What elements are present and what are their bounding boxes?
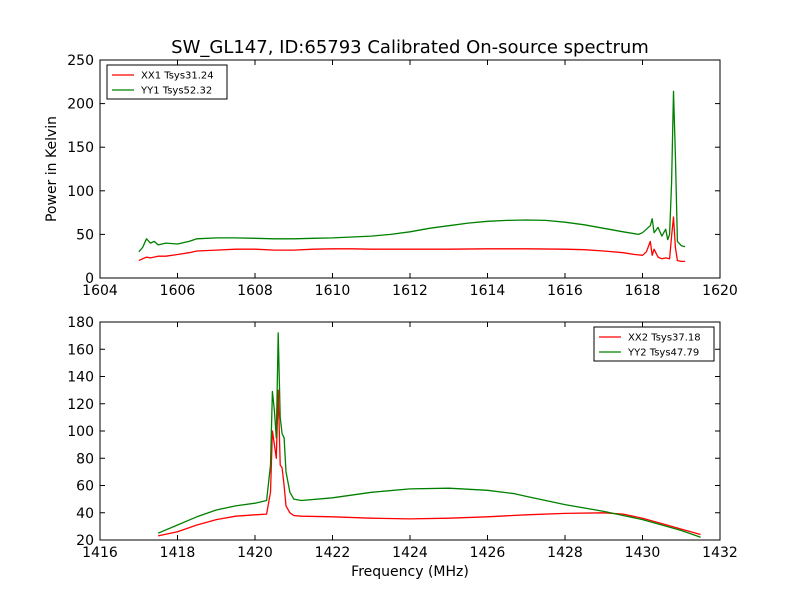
y-tick-label: 100: [67, 184, 94, 200]
y-tick-label: 120: [67, 397, 94, 413]
bottom-subplot: 1416 1418 1420 1422 1424 1426 1428 1430 1432 20 40…: [67, 315, 738, 580]
y-tick-label: 80: [76, 451, 94, 467]
chart-title: SW_GL147, ID:65793 Calibrated On-source …: [171, 37, 649, 58]
legend-label: XX2 Tsys37.18: [628, 333, 701, 344]
x-tick-label: 1612: [392, 283, 428, 299]
x-tick-label: 1618: [625, 283, 661, 299]
legend-box: [593, 326, 715, 362]
legend: XX2 Tsys37.18 YY2 Tsys47.79: [593, 326, 715, 362]
series-line-xx: [157, 389, 701, 537]
legend-label: YY1 Tsys52.32: [140, 86, 212, 97]
y-tick-label: 140: [67, 370, 94, 386]
y-tick-label: 250: [67, 53, 94, 69]
x-tick-label: 1608: [237, 283, 273, 299]
y-tick-label: 20: [76, 533, 94, 549]
y-tick-label: 60: [76, 479, 94, 495]
x-tick-label: 1606: [160, 283, 196, 299]
x-tick-label: 1432: [702, 545, 738, 561]
legend-label: YY2 Tsys47.79: [627, 348, 699, 359]
x-tick-label: 1616: [547, 283, 583, 299]
x-tick-label: 1420: [237, 545, 273, 561]
x-tick-label: 1430: [625, 545, 661, 561]
x-tick-label: 1426: [470, 545, 506, 561]
top-subplot: 1604 1606 1608 1610 1612 1614 1616 1618 1620 0 50 1…: [44, 53, 738, 299]
legend: XX1 Tsys31.24 YY1 Tsys52.32: [106, 64, 228, 100]
x-tick-label: 1422: [315, 545, 351, 561]
x-tick-label: 1604: [82, 283, 118, 299]
legend-box: [106, 64, 228, 100]
y-tick-label: 180: [67, 315, 94, 331]
y-tick-label: 40: [76, 506, 94, 522]
x-tick-label: 1610: [315, 283, 351, 299]
y-axis-label: Power in Kelvin: [44, 116, 60, 222]
x-tick-label: 1424: [392, 545, 428, 561]
series-line-xx: [138, 216, 686, 263]
y-tick-label: 100: [67, 424, 94, 440]
y-tick-label: 200: [67, 97, 94, 113]
x-tick-label: 1418: [160, 545, 196, 561]
x-tick-label: 1614: [470, 283, 506, 299]
series-line-yy: [138, 90, 686, 253]
x-axis-label: Frequency (MHz): [351, 564, 469, 580]
x-tick-label: 1428: [547, 545, 583, 561]
x-tick-label: 1416: [82, 545, 118, 561]
y-tick-label: 0: [85, 271, 94, 287]
x-tick-label: 1620: [702, 283, 738, 299]
legend-label: XX1 Tsys31.24: [141, 71, 214, 82]
series-line-yy: [157, 332, 701, 538]
y-tick-label: 160: [67, 342, 94, 358]
y-tick-label: 150: [67, 140, 94, 156]
y-tick-label: 50: [76, 227, 94, 243]
